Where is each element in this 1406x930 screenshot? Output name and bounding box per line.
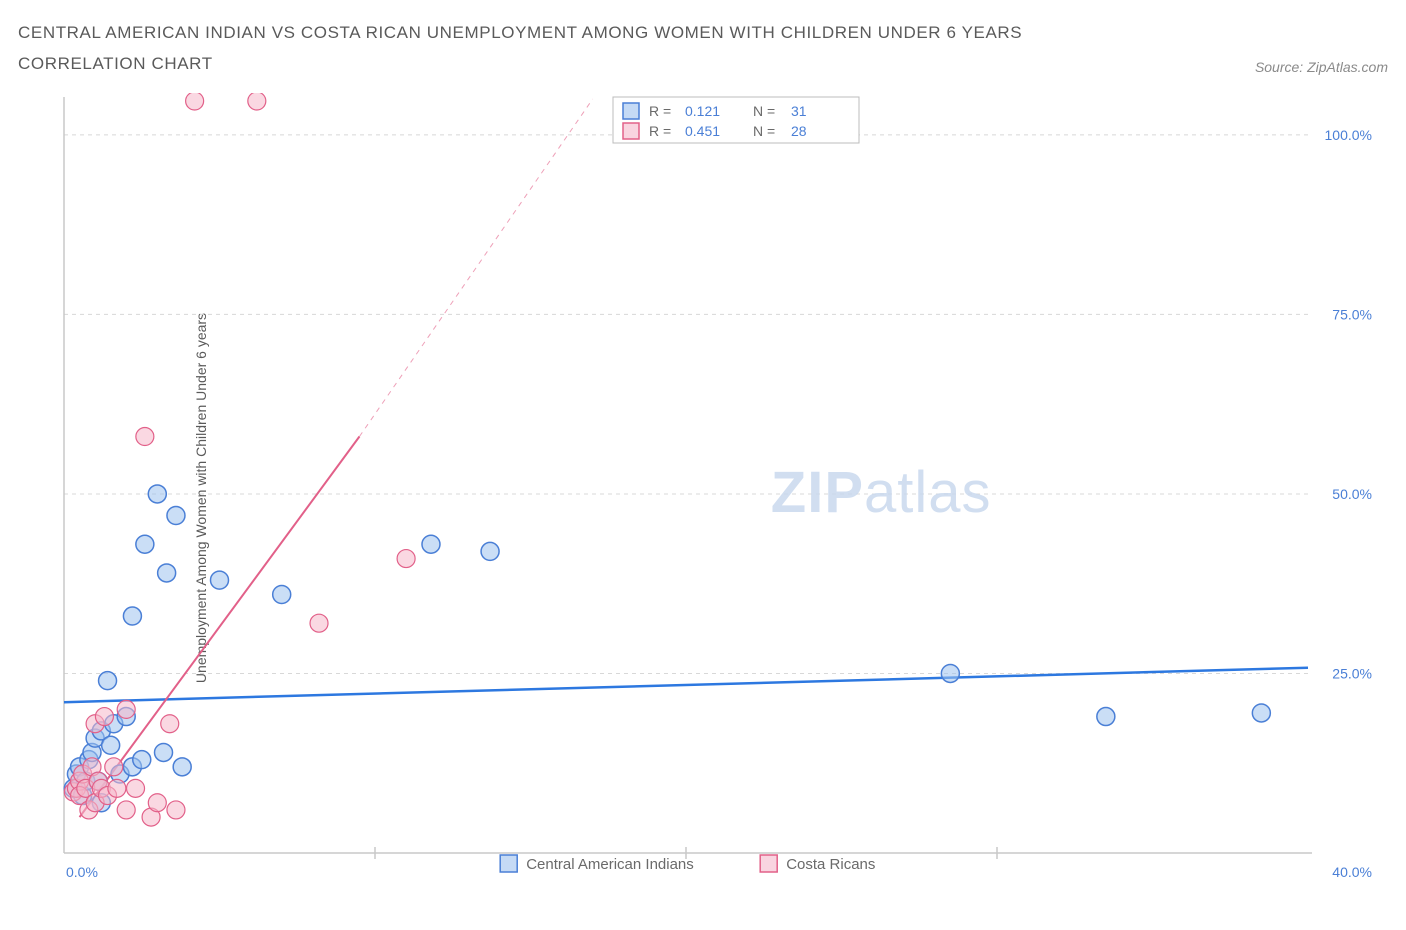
x-min-label: 0.0% [66, 864, 98, 880]
data-point-blue [173, 758, 191, 776]
stats-r-pink: 0.451 [685, 123, 720, 139]
data-point-blue [273, 586, 291, 604]
legend-label-blue: Central American Indians [526, 856, 694, 873]
trendline-blue [64, 668, 1308, 702]
legend-swatch-blue [500, 855, 517, 872]
data-point-pink [186, 93, 204, 110]
data-point-pink [397, 550, 415, 568]
scatter-chart: 25.0% 50.0% 75.0% 100.0% 0.0% 40.0% ZIPatlas R … [58, 93, 1378, 887]
stats-swatch-blue [623, 103, 639, 119]
data-point-blue [136, 535, 154, 553]
y-tick-label: 25.0% [1332, 666, 1372, 682]
data-point-pink [167, 801, 185, 819]
data-point-blue [481, 543, 499, 561]
stats-swatch-pink [623, 123, 639, 139]
data-point-blue [1097, 708, 1115, 726]
data-point-blue [102, 736, 120, 754]
data-point-blue [422, 535, 440, 553]
data-point-pink [161, 715, 179, 733]
data-point-pink [127, 780, 145, 798]
data-point-blue [1252, 704, 1270, 722]
data-point-pink [117, 701, 135, 719]
trendline-pink-dashed [359, 99, 592, 437]
data-point-blue [133, 751, 151, 769]
data-point-pink [310, 614, 328, 632]
data-point-blue [167, 507, 185, 525]
stats-n-label: N = [753, 123, 775, 139]
plot-container: Unemployment Among Women with Children U… [18, 93, 1388, 903]
data-point-blue [941, 665, 959, 683]
y-tick-label: 75.0% [1332, 307, 1372, 323]
data-point-pink [117, 801, 135, 819]
data-point-pink [95, 708, 113, 726]
chart-title: CENTRAL AMERICAN INDIAN VS COSTA RICAN U… [18, 18, 1148, 79]
data-point-pink [148, 794, 166, 812]
stats-n-blue: 31 [791, 103, 807, 119]
data-point-blue [99, 672, 117, 690]
source-label: Source: ZipAtlas.com [1255, 59, 1388, 79]
data-point-pink [136, 428, 154, 446]
legend-swatch-pink [760, 855, 777, 872]
stats-n-pink: 28 [791, 123, 807, 139]
data-point-blue [148, 485, 166, 503]
chart-svg-wrap: 25.0% 50.0% 75.0% 100.0% 0.0% 40.0% ZIPatlas R … [58, 93, 1388, 903]
y-tick-label: 100.0% [1325, 127, 1372, 143]
stats-n-label: N = [753, 103, 775, 119]
stats-r-label: R = [649, 103, 671, 119]
data-point-blue [123, 607, 141, 625]
legend-label-pink: Costa Ricans [786, 856, 875, 873]
data-point-pink [105, 758, 123, 776]
header-row: CENTRAL AMERICAN INDIAN VS COSTA RICAN U… [18, 18, 1388, 79]
stats-r-label: R = [649, 123, 671, 139]
data-point-pink [108, 780, 126, 798]
stats-r-blue: 0.121 [685, 103, 720, 119]
data-point-blue [155, 744, 173, 762]
data-point-blue [158, 564, 176, 582]
x-max-label: 40.0% [1332, 864, 1372, 880]
data-point-pink [248, 93, 266, 110]
watermark: ZIPatlas [771, 460, 992, 525]
data-point-blue [211, 571, 229, 589]
y-tick-label: 50.0% [1332, 486, 1372, 502]
